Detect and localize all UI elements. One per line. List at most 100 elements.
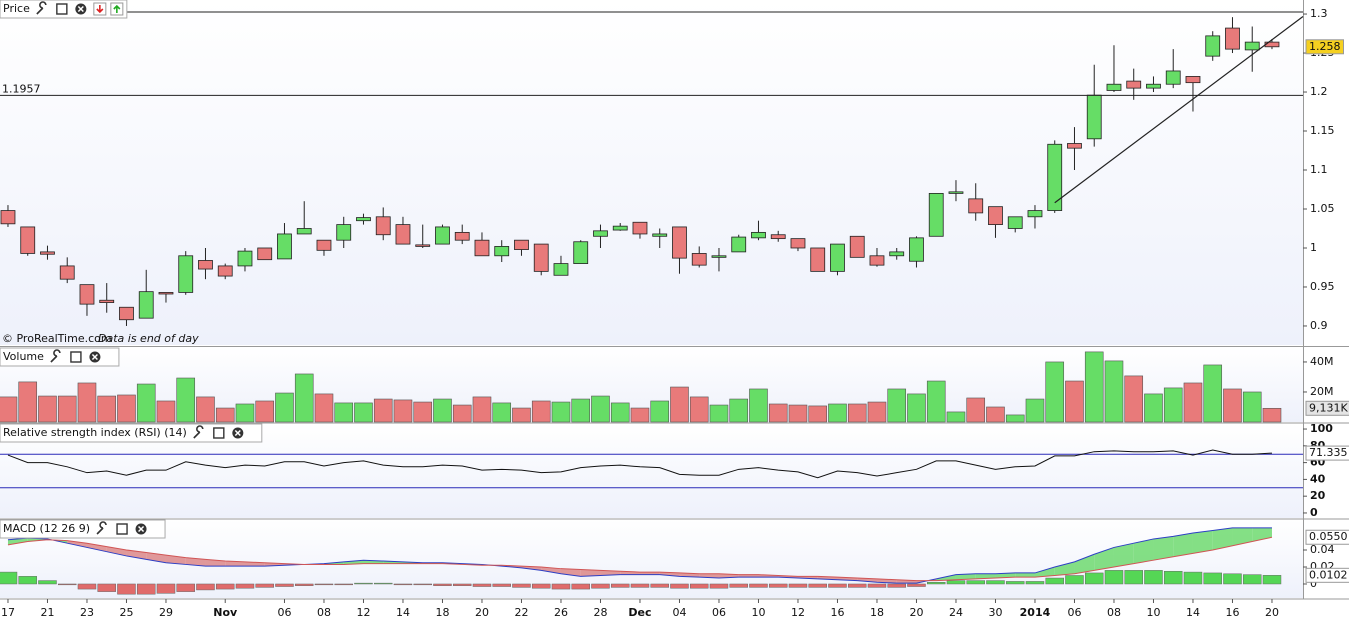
histogram-bar [433,583,452,586]
candle-body [593,230,608,237]
wrench-icon[interactable] [193,425,204,439]
candle-body [968,198,984,214]
candle-body [751,231,766,239]
x-tick-label: 06 [277,606,291,619]
x-tick-label: 14 [396,606,410,619]
wrench-icon[interactable] [36,1,47,15]
histogram-bar [630,583,650,588]
panel-header: Relative strength index (RSI) (14) [0,423,263,443]
macd-fill [1212,527,1233,550]
candle-body [277,233,292,260]
candle-body [1067,143,1082,149]
macd-fill [1133,538,1154,564]
volume-bar [828,403,847,423]
wrench-icon[interactable] [96,521,107,535]
candle-body [138,291,154,319]
candle-body [296,228,312,235]
candle-body [691,253,707,266]
histogram-bar [887,583,906,588]
panel-title: Relative strength index (RSI) (14) [3,426,187,439]
histogram-bar [946,580,966,585]
marks [0,13,1307,603]
y-tick-label: 1.05 [1310,202,1335,215]
y-tick-label: 0 [1310,577,1317,590]
candle-body [20,226,36,254]
volume-bar [986,406,1005,423]
histogram-bar [1223,573,1242,585]
candle-body [988,206,1003,225]
volume-bar [156,400,176,423]
volume-bar [551,401,571,423]
candle-body [830,243,845,272]
volume-bar [808,405,828,423]
candle-body [40,251,55,255]
panel-title: MACD (12 26 9) [3,522,90,535]
candle-body [573,241,589,264]
y-tick-label: 20M [1310,385,1334,398]
candle-body [1047,143,1063,211]
histogram-bar [1144,570,1163,585]
x-tick-label: 20 [1265,606,1279,619]
candle-body [1007,216,1023,229]
candle-body [790,238,806,249]
last-value-box [1305,567,1349,583]
x-tick-label: 04 [672,606,686,619]
histogram-bar [1045,577,1064,585]
price-panel [0,0,1303,345]
window-icon[interactable] [56,3,68,15]
x-tick-label: 21 [40,606,54,619]
candle-body [415,244,431,247]
volume-bar [97,395,117,423]
x-tick-label: 18 [870,606,884,619]
y-tick-label: 1.15 [1310,124,1335,137]
candle-body [375,216,391,236]
macd-fill [975,573,996,579]
histogram-bar [18,576,37,585]
down-arrow [96,5,104,14]
wrench-icon[interactable] [50,349,61,363]
macd-fill [560,568,581,577]
volume-bar [729,398,749,423]
volume-bar [847,403,867,423]
window-icon[interactable] [213,427,225,439]
volume-bar [1104,360,1124,423]
histogram-bar [1242,574,1262,585]
macd-fill [1153,536,1174,561]
volume-bar [77,382,97,423]
window-icon[interactable] [116,523,128,535]
y-tick-label: 100 [1310,422,1333,435]
volume-bar [0,396,18,423]
histogram-bar [413,583,432,586]
candle-body [435,226,450,245]
histogram-bar [847,583,867,588]
candle-body [632,221,648,235]
volume-bar [591,395,610,423]
histogram-bar [1163,570,1183,585]
histogram-bar [215,583,235,590]
y-tick-label: 1.1 [1310,163,1328,176]
histogram-bar [650,583,669,588]
volume-bar [1262,407,1282,423]
volume-bar [334,402,354,423]
last-value-box [1305,400,1349,416]
x-tick-label: 08 [1107,606,1121,619]
volume-bar [413,401,433,423]
histogram-bar [729,583,748,588]
volume-bar [18,381,38,423]
histogram-bar [788,583,808,588]
window-icon[interactable] [70,351,82,363]
candle-body [356,217,371,222]
volume-bar [294,373,314,423]
histogram-bar [610,583,630,588]
volume-bar [926,380,946,423]
volume-bar [354,402,373,423]
volume-bar [689,396,709,423]
macd-fill [738,574,759,578]
x-tick-label: 12 [356,606,370,619]
histogram-bar [1084,572,1104,585]
histogram-bar [294,583,314,586]
candle-body [1126,80,1142,89]
candle-body [454,231,470,241]
